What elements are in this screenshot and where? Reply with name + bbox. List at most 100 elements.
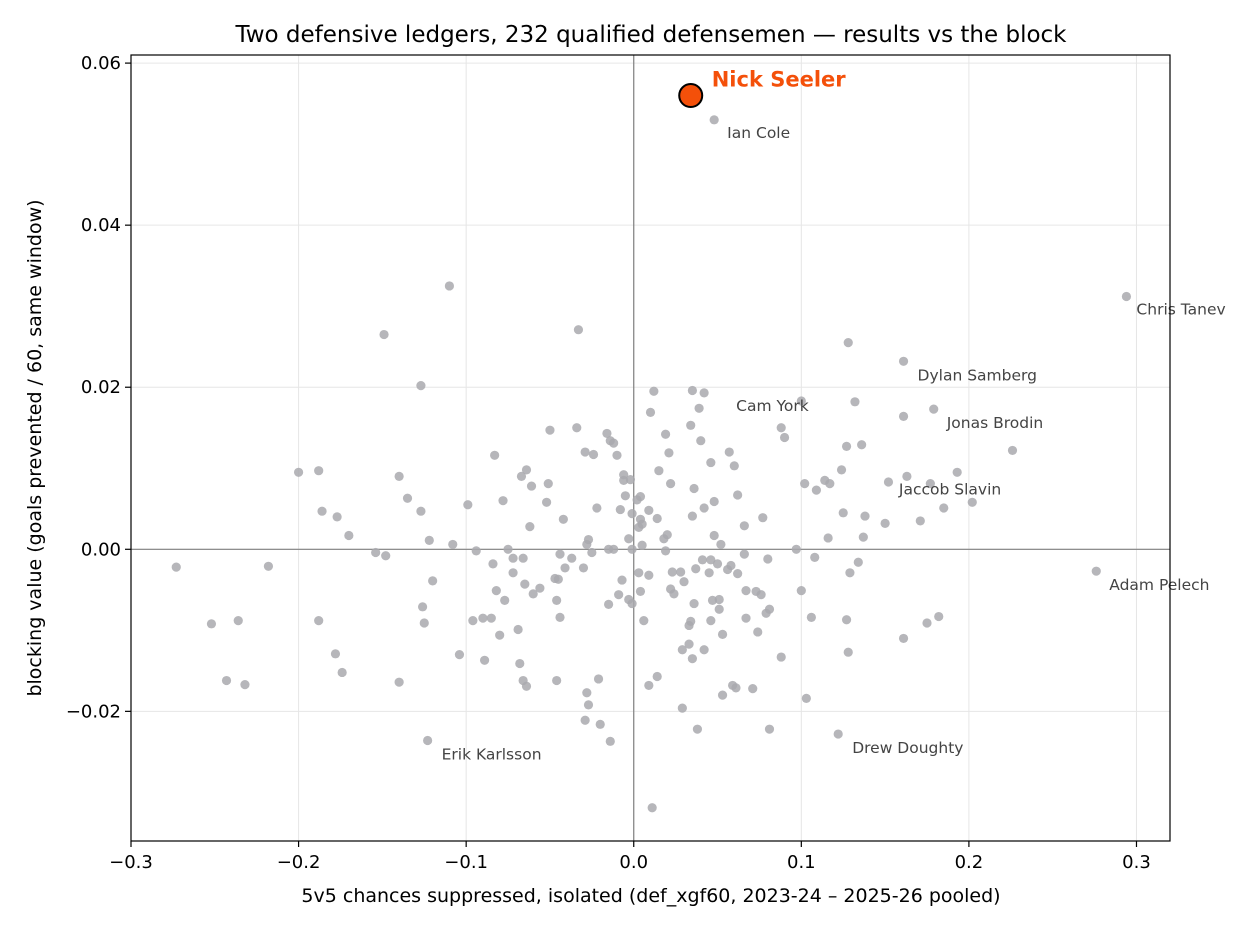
data-point xyxy=(706,555,716,565)
data-point xyxy=(952,467,962,477)
x-tick-label: −0.3 xyxy=(109,852,153,873)
data-point xyxy=(739,549,749,559)
data-point xyxy=(689,598,699,609)
data-point xyxy=(709,496,719,507)
data-point xyxy=(731,683,741,693)
data-point xyxy=(699,645,709,655)
data-point xyxy=(1121,291,1132,302)
data-point xyxy=(526,481,537,491)
data-point xyxy=(687,654,697,664)
data-point xyxy=(602,428,612,439)
data-point xyxy=(587,547,597,558)
data-point xyxy=(478,613,488,623)
data-point xyxy=(716,539,726,550)
data-point xyxy=(545,425,555,435)
data-point xyxy=(776,652,786,662)
data-point xyxy=(880,518,890,528)
plot-frame xyxy=(130,54,1171,842)
player-label: Chris Tanev xyxy=(1136,300,1225,318)
data-point xyxy=(491,586,501,596)
data-point xyxy=(696,436,706,446)
data-point xyxy=(344,530,354,541)
data-point xyxy=(490,450,500,460)
data-point xyxy=(479,655,490,665)
data-point xyxy=(555,549,565,559)
data-point xyxy=(764,724,775,734)
data-point xyxy=(471,546,481,556)
data-point xyxy=(652,513,662,524)
data-point xyxy=(314,466,324,476)
data-point xyxy=(454,650,465,660)
data-point xyxy=(712,559,723,569)
data-point xyxy=(555,612,565,622)
data-point xyxy=(637,540,647,550)
y-tick-label: 0.00 xyxy=(81,539,121,560)
player-label: Drew Doughty xyxy=(852,739,963,757)
data-point xyxy=(605,736,615,746)
data-point xyxy=(627,544,637,554)
data-point xyxy=(810,552,820,562)
data-point xyxy=(654,466,664,476)
data-point xyxy=(317,506,327,516)
data-point xyxy=(609,544,619,554)
data-point xyxy=(845,568,855,578)
data-point xyxy=(337,667,347,678)
data-point xyxy=(518,553,528,563)
data-point xyxy=(753,627,763,637)
data-point xyxy=(379,329,389,340)
player-label: Adam Pelech xyxy=(1109,576,1209,594)
data-point xyxy=(649,386,659,396)
data-point xyxy=(552,675,562,686)
data-point xyxy=(495,630,505,640)
data-point xyxy=(314,615,324,626)
data-point xyxy=(694,403,704,413)
data-point xyxy=(763,554,773,564)
data-point xyxy=(791,544,801,554)
data-point xyxy=(717,629,728,639)
data-point xyxy=(240,680,250,690)
data-point xyxy=(706,615,716,626)
data-point xyxy=(582,688,592,698)
data-point xyxy=(779,432,790,443)
data-point xyxy=(706,457,716,468)
data-point xyxy=(572,423,582,433)
highlight-label: Nick Seeler xyxy=(712,68,847,92)
data-point xyxy=(836,465,847,475)
data-point xyxy=(652,671,662,682)
data-point xyxy=(692,724,703,734)
data-point xyxy=(684,639,694,649)
x-axis-label: 5v5 chances suppressed, isolated (def_xg… xyxy=(301,885,1000,907)
data-point xyxy=(381,551,391,561)
data-point xyxy=(714,594,724,605)
data-point xyxy=(624,534,634,544)
data-point xyxy=(687,511,697,521)
data-point xyxy=(714,604,724,614)
data-point xyxy=(625,475,635,485)
data-point xyxy=(857,440,867,450)
data-point xyxy=(542,497,552,507)
data-point xyxy=(679,577,689,587)
data-point xyxy=(801,693,811,703)
data-point xyxy=(741,613,751,623)
data-point xyxy=(486,613,496,623)
data-point xyxy=(508,553,518,563)
data-point xyxy=(796,396,806,406)
data-point xyxy=(627,509,637,519)
data-point xyxy=(500,595,510,605)
data-point xyxy=(741,586,751,596)
x-tick-label: 0.2 xyxy=(955,852,984,873)
data-point xyxy=(521,465,532,475)
chart-title: Two defensive ledgers, 232 qualified def… xyxy=(234,22,1067,48)
data-point xyxy=(666,479,676,489)
data-point xyxy=(662,530,672,540)
data-point xyxy=(858,532,868,542)
data-point xyxy=(709,530,719,541)
player-label: Erik Karlsson xyxy=(442,746,542,764)
data-point xyxy=(647,803,657,813)
data-point xyxy=(689,483,699,494)
data-point xyxy=(614,590,624,600)
data-point xyxy=(748,684,758,694)
data-point xyxy=(806,612,816,622)
data-point xyxy=(498,496,508,506)
